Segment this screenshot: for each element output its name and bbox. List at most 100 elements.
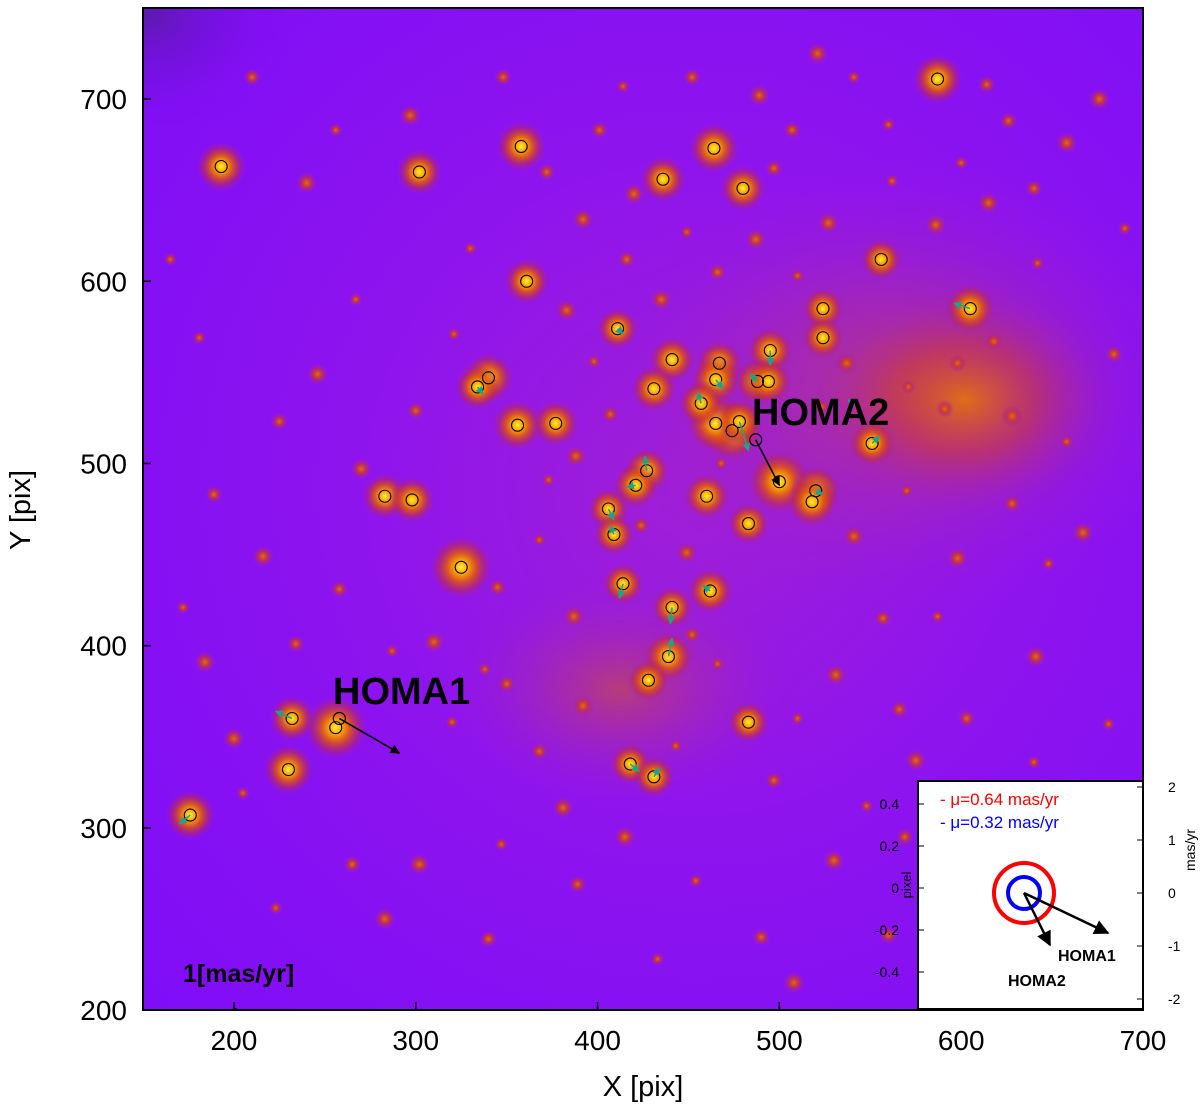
faint-star <box>946 547 969 570</box>
proper-motion-arrow <box>749 373 759 383</box>
faint-star <box>683 68 702 87</box>
star-marker <box>761 374 776 389</box>
noise-patch <box>143 8 300 140</box>
star-marker <box>214 159 228 174</box>
homa2-marker <box>749 433 763 447</box>
bright-star <box>495 121 547 172</box>
star-marker <box>285 711 299 726</box>
inset-pixel-label: pixel <box>899 872 914 899</box>
inset-panel: - μ=0.64 mas/yr - μ=0.32 mas/yr 0.4 0.2 0 -… <box>875 779 1198 1010</box>
faint-star <box>330 580 349 599</box>
star-marker <box>412 165 426 179</box>
x-tick-label: 700 <box>1120 1025 1167 1056</box>
faint-star <box>572 694 594 717</box>
inset-legend-blue: - μ=0.32 mas/yr <box>940 813 1059 832</box>
inset-right-tick-label: -2 <box>1168 991 1181 1007</box>
bright-star <box>164 789 216 841</box>
bright-star <box>639 156 687 203</box>
scale-label: 1[mas/yr] <box>183 960 294 988</box>
faint-star <box>790 268 805 283</box>
cluster-glow-homa1 <box>440 570 800 810</box>
proper-motion-arrow <box>607 508 615 521</box>
faint-star <box>1024 645 1047 668</box>
x-tick-label: 500 <box>756 1025 803 1056</box>
bright-star <box>727 701 770 744</box>
homa2-arrow <box>755 439 781 487</box>
x-axis: 200 300 400 500 600 700 X [pix] <box>211 1002 1167 1103</box>
bright-star <box>912 53 963 105</box>
faint-star <box>613 825 636 848</box>
star-marker <box>549 416 563 430</box>
faint-star <box>622 182 645 205</box>
faint-star <box>406 401 425 420</box>
star-marker <box>741 715 756 729</box>
faint-star <box>422 630 445 653</box>
faint-star <box>445 715 460 730</box>
faint-star <box>899 483 914 498</box>
proper-motion-arrow <box>738 421 751 452</box>
y-axis: 200 300 400 500 600 700 Y [pix] <box>5 84 151 1026</box>
star-marker <box>481 371 496 385</box>
faint-star <box>842 525 865 548</box>
star-marker <box>712 356 726 370</box>
star-marker <box>709 416 723 430</box>
faint-star <box>1059 434 1074 449</box>
x-axis-label: X [pix] <box>603 1071 684 1103</box>
faint-star <box>688 873 703 888</box>
bright-star <box>195 141 247 192</box>
faint-star <box>782 971 805 994</box>
proper-motion-arrow <box>652 767 661 778</box>
proper-motion-arrow <box>641 455 650 471</box>
faint-star <box>350 457 373 480</box>
faint-star <box>874 609 892 628</box>
faint-star <box>530 742 549 761</box>
bright-star <box>503 258 550 305</box>
proper-motion-arrow <box>667 607 676 625</box>
faint-star <box>764 159 783 178</box>
faint-star <box>1024 179 1043 198</box>
bright-star <box>719 165 767 212</box>
faint-star <box>999 111 1018 130</box>
star-marker <box>514 139 528 154</box>
faint-star <box>590 121 609 140</box>
bright-star <box>745 358 792 405</box>
faint-star <box>270 412 289 431</box>
inset-left-tick-label: 0 <box>891 880 899 896</box>
faint-star <box>1003 494 1022 513</box>
faint-star <box>817 211 840 234</box>
bright-star <box>786 476 838 528</box>
homa1-label: HOMA1 <box>333 671 470 713</box>
star-markers <box>183 72 977 822</box>
inset-right-ticks: 2 1 0 -1 -2 <box>1137 779 1181 1007</box>
faint-star <box>708 263 727 282</box>
inset-right-tick-label: 1 <box>1168 832 1176 848</box>
homa1-arrow <box>338 717 401 754</box>
proper-motion-arrow <box>871 435 880 445</box>
star-marker <box>520 274 534 288</box>
faint-star <box>399 104 422 127</box>
faint-star <box>163 252 178 267</box>
faint-star <box>306 363 329 386</box>
star-marker <box>641 673 656 687</box>
faint-star <box>568 875 587 894</box>
faint-star <box>846 70 861 85</box>
faint-star <box>895 827 914 846</box>
faint-star <box>408 853 431 876</box>
inset-left-tick-label: -0.4 <box>875 964 899 980</box>
inset-circle-blue <box>1006 875 1042 911</box>
faint-star <box>954 155 969 170</box>
faint-star <box>479 929 498 948</box>
star-marker <box>741 517 756 531</box>
bright-star <box>627 659 670 702</box>
faint-star <box>1041 556 1056 571</box>
faint-star <box>176 600 190 615</box>
inset-left-tick-label: 0.4 <box>880 796 900 812</box>
bright-star <box>454 363 501 411</box>
inset-masyr-label: mas/yr <box>1182 829 1198 871</box>
sky-image: HOMA1 HOMA2 1[mas/yr] <box>143 8 1143 1010</box>
star-marker <box>454 560 468 574</box>
proper-motion-arrow <box>615 326 624 335</box>
y-tick-label: 600 <box>80 266 127 297</box>
faint-star <box>835 352 858 375</box>
